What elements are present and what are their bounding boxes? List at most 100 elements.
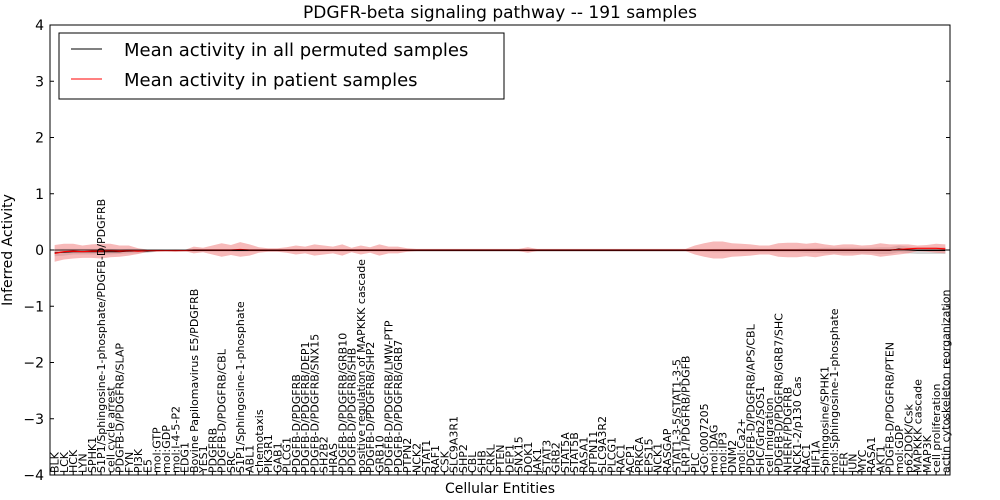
- legend-label-patient: Mean activity in patient samples: [124, 70, 418, 91]
- x-tick-label: PTPN2: [401, 438, 414, 473]
- y-tick-label: 3: [35, 74, 44, 90]
- x-tick-label: HIF1A: [809, 440, 822, 473]
- x-tick-label: mol:GDP: [893, 425, 906, 473]
- legend-label-permuted: Mean activity in all permuted samples: [124, 40, 468, 61]
- x-tick-label: chemotaxis: [253, 409, 266, 473]
- x-tick-label: PDGFB-D/PDGFRB/DEP1: [299, 341, 312, 473]
- legend: Mean activity in all permuted samples Me…: [58, 32, 505, 100]
- y-tick-label: 2: [35, 131, 44, 147]
- x-tick-label: HCK: [67, 449, 80, 473]
- y-axis-ticks: −4 −3 −2 −1 0 1 2 3 4: [23, 18, 950, 484]
- x-axis-label: Cellular Entities: [445, 481, 555, 497]
- x-tick-label: PTEN: [494, 444, 507, 473]
- x-tick-label: mol:GTP: [151, 427, 164, 473]
- y-tick-label: 1: [35, 187, 44, 203]
- x-tick-label: SPHK1: [86, 437, 99, 473]
- x-tick-label: AKT1: [874, 445, 887, 473]
- x-tick-label: DNM2: [726, 440, 739, 473]
- chart-title: PDGFR-beta signaling pathway -- 191 samp…: [303, 3, 697, 23]
- x-tick-label: DEP1: [503, 444, 516, 473]
- x-tick-label: MYC: [856, 449, 869, 473]
- x-tick-label: Sphingosine/SPHK1: [819, 366, 832, 473]
- x-tick-label: YES1: [197, 445, 210, 474]
- x-tick-label: cell cycle arrest: [104, 386, 117, 473]
- x-tick-label: STAT5A: [559, 432, 572, 473]
- x-tick-label: STAT3: [540, 440, 553, 473]
- x-tick-label: SRC: [225, 451, 238, 473]
- x-tick-label: PI3K: [132, 448, 145, 473]
- x-tick-label: PDGFB-D/PDGFRB/LMW-PTP: [383, 320, 396, 473]
- x-tick-label: mol:Sphingosine-1-phosphate: [828, 308, 841, 473]
- x-tick-label: PLCG1: [605, 437, 618, 473]
- x-tick-label: SNX15: [513, 436, 526, 473]
- x-tick-label: EPS15: [642, 438, 655, 473]
- x-tick-label: PDGFB-D/PDGFRB/SLAP: [114, 343, 127, 473]
- x-tick-label: LCK: [58, 451, 71, 473]
- x-tick-label: JAK1: [531, 448, 544, 474]
- y-tick-label: 0: [35, 243, 44, 259]
- x-tick-label: S1P1/Sphingosine-1-phosphate/PDGFB-D/PDG…: [95, 199, 108, 473]
- x-tick-label: RASA1: [578, 437, 591, 473]
- x-tick-label: mol:GDP: [160, 425, 173, 473]
- x-tick-label: PDGFB-D/PDGFRB/CBL: [216, 348, 229, 473]
- x-tick-label: SLC9A3R1: [448, 416, 461, 473]
- x-tick-label: SHB: [475, 450, 488, 473]
- x-tick-label: PLC: [689, 452, 702, 473]
- x-tick-label: Bovine Papilomavirus E5/PDGFRB: [188, 289, 201, 473]
- y-tick-label: −1: [23, 299, 44, 315]
- x-tick-label: mol:Ca2+: [735, 418, 748, 473]
- y-tick-label: −4: [23, 468, 44, 484]
- x-tick-label: p62DOK/Csk: [902, 404, 915, 473]
- x-tick-label: SLC9A3R2: [596, 416, 609, 473]
- x-tick-label: FER: [837, 452, 850, 473]
- x-tick-label: E5: [141, 459, 154, 473]
- y-tick-label: −2: [23, 356, 44, 372]
- x-tick-label: PRKCA: [633, 436, 646, 473]
- x-tick-label: PDGFB-D/PDGFRB/GRB7/SHC: [772, 313, 785, 473]
- x-tick-label: PDGFB-D/PDGFRB/SNX15: [308, 334, 321, 473]
- x-tick-label: FYN: [123, 452, 136, 473]
- x-tick-label: actin cytoskeleton reorganization: [939, 289, 952, 473]
- x-tick-label: PDGFB-D/PDGFRB/SHB: [346, 348, 359, 473]
- x-tick-label: CSK: [438, 450, 451, 473]
- x-tick-label: cell migration: [763, 397, 776, 473]
- legend-box: [58, 32, 505, 100]
- y-axis-label: Inferred Activity: [0, 194, 16, 306]
- x-tick-label: STAT1-3-5/STAT1-3-5: [670, 359, 683, 473]
- x-tick-label: NHERF/PDGFRB: [782, 387, 795, 473]
- x-tick-label: PDGFRB: [206, 428, 219, 473]
- x-tick-label: SHC/Grb2/SOS1: [754, 386, 767, 473]
- x-tick-label: ABL1: [243, 445, 256, 473]
- x-tick-label: PTPN11: [587, 431, 600, 473]
- x-tick-label: RAC1: [800, 444, 813, 473]
- x-tick-label: PDGFB-D/PDGFRB/APS/CBL: [745, 323, 758, 473]
- x-tick-label: mol:I-4-5-P2: [169, 406, 182, 473]
- x-tick-label: mol:IP3: [717, 432, 730, 473]
- x-tick-label: RASGAP: [661, 428, 674, 473]
- x-tick-label: PIK3R1: [262, 434, 275, 473]
- x-tick-label: BLK: [49, 451, 62, 473]
- x-tick-label: CBL: [466, 451, 479, 473]
- x-tick-label: RAC1: [615, 444, 628, 473]
- x-tick-label: GAB1: [271, 442, 284, 473]
- x-tick-label: STAT5B: [568, 432, 581, 473]
- x-tick-label: MAP3K: [921, 434, 934, 473]
- x-tick-label: GRB10: [373, 435, 386, 473]
- x-tick-label: PDGFB-D/PDGFRB/PTEN: [884, 342, 897, 473]
- x-tick-label: PDGFB-D/PDGFRB/GRB7: [392, 340, 405, 473]
- x-tick-label: SH2B2: [318, 436, 331, 473]
- x-tick-label: ACP1: [624, 444, 637, 473]
- x-tick-label: MAPKKK cascade: [912, 379, 925, 473]
- plot-frame: [49, 24, 951, 476]
- x-tick-label: CRKL: [485, 443, 498, 473]
- x-axis-ticks: BLKLCKHCKLYNSPHK1S1P1/Sphingosine-1-phos…: [49, 199, 952, 475]
- x-tick-label: RAF1: [429, 445, 442, 473]
- x-tick-label: PDGFB-D/PDGFRB/SHP2: [364, 342, 377, 473]
- x-tick-label: NCK2: [410, 443, 423, 473]
- x-tick-label: NCK1-2/p130 Cas: [791, 376, 804, 473]
- x-tick-label: DOK1: [522, 442, 535, 473]
- x-tick-label: HRAS: [327, 443, 340, 473]
- x-tick-label: EDG1: [179, 442, 192, 473]
- band-series-1: [54, 241, 946, 262]
